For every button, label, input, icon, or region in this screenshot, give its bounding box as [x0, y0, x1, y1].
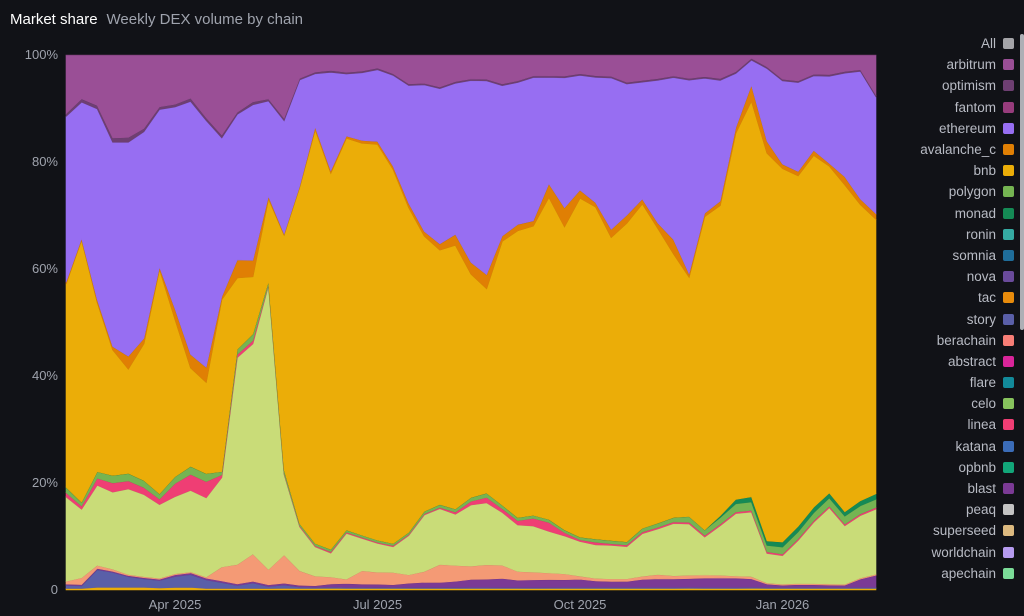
legend-swatch-icon [1003, 334, 1014, 346]
legend-label: tac [977, 290, 996, 306]
legend-swatch-icon [1003, 292, 1014, 304]
legend-item-linea[interactable]: linea [880, 414, 1014, 435]
legend-item-optimism[interactable]: optimism [880, 75, 1014, 96]
legend-swatch-icon [1003, 546, 1014, 558]
legend-swatch-icon [1003, 228, 1014, 240]
legend-item-worldchain[interactable]: worldchain [880, 542, 1014, 563]
legend-item-arbitrum[interactable]: arbitrum [880, 54, 1014, 75]
legend-swatch-icon [1003, 461, 1014, 473]
legend-swatch-icon [1003, 80, 1014, 92]
legend-item-abstract[interactable]: abstract [880, 351, 1014, 372]
y-tick-label: 20% [31, 475, 58, 490]
legend-scrollbar[interactable] [1020, 34, 1024, 330]
legend-label: bnb [973, 163, 996, 179]
legend-swatch-icon [1003, 207, 1014, 219]
legend-label: ronin [965, 226, 996, 242]
legend-label: katana [955, 438, 996, 454]
legend-item-polygon[interactable]: polygon [880, 181, 1014, 202]
legend-item-flare[interactable]: flare [880, 372, 1014, 393]
legend-label: monad [954, 205, 996, 221]
legend-item-avalanche_c[interactable]: avalanche_c [880, 139, 1014, 160]
legend-swatch-icon [1003, 38, 1014, 50]
legend-swatch-icon [1003, 355, 1014, 367]
legend-swatch-icon [1003, 504, 1014, 516]
legend-swatch-icon [1003, 249, 1014, 261]
legend-swatch-icon [1003, 440, 1014, 452]
legend-item-somnia[interactable]: somnia [880, 245, 1014, 266]
legend-item-berachain[interactable]: berachain [880, 330, 1014, 351]
legend-label: fantom [954, 99, 996, 115]
legend-swatch-icon [1003, 377, 1014, 389]
legend-item-celo[interactable]: celo [880, 393, 1014, 414]
y-tick-label: 100% [24, 47, 58, 62]
y-tick-label: 80% [31, 154, 58, 169]
legend-swatch-icon [1003, 122, 1014, 134]
legend-label: story [966, 311, 996, 327]
legend-swatch-icon [1003, 59, 1014, 71]
legend-label: abstract [947, 353, 996, 369]
legend-item-opbnb[interactable]: opbnb [880, 457, 1014, 478]
legend-label: optimism [941, 78, 996, 94]
x-tick-label: Apr 2025 [148, 597, 202, 612]
legend-label: berachain [936, 332, 996, 348]
legend-item-peaq[interactable]: peaq [880, 499, 1014, 520]
legend-item-All[interactable]: All [880, 33, 1014, 54]
area-arbitrum[interactable] [65, 54, 877, 139]
legend-item-apechain[interactable]: apechain [880, 563, 1014, 584]
legend-label: worldchain [931, 544, 996, 560]
legend-label: somnia [952, 247, 996, 263]
legend-label: opbnb [958, 459, 996, 475]
legend-label: blast [967, 481, 996, 497]
legend-swatch-icon [1003, 165, 1014, 177]
legend-swatch-icon [1003, 313, 1014, 325]
panel-header: Market share Weekly DEX volume by chain [10, 11, 303, 28]
legend-label: arbitrum [946, 57, 996, 73]
legend-item-ethereum[interactable]: ethereum [880, 118, 1014, 139]
legend-label: apechain [941, 565, 996, 581]
panel-title: Market share [10, 11, 98, 28]
legend-label: peaq [965, 502, 996, 518]
legend-swatch-icon [1003, 398, 1014, 410]
legend-swatch-icon [1003, 419, 1014, 431]
y-tick-label: 60% [31, 261, 58, 276]
legend-label: flare [969, 375, 996, 391]
legend-swatch-icon [1003, 271, 1014, 283]
legend: All arbitrum optimism fantom ethereum avalanc… [880, 33, 1014, 584]
x-tick-label: Jul 2025 [352, 597, 403, 612]
y-tick-label: 40% [31, 368, 58, 383]
panel-subtitle: Weekly DEX volume by chain [106, 11, 304, 28]
legend-label: avalanche_c [920, 142, 996, 158]
legend-label: superseed [932, 523, 996, 539]
legend-item-bnb[interactable]: bnb [880, 160, 1014, 181]
legend-label: celo [971, 396, 996, 412]
x-tick-label: Jan 2026 [755, 597, 810, 612]
legend-swatch-icon [1003, 101, 1014, 113]
stacked-area-plot[interactable] [0, 0, 900, 616]
legend-item-monad[interactable]: monad [880, 203, 1014, 224]
legend-swatch-icon [1003, 186, 1014, 198]
legend-swatch-icon [1003, 567, 1014, 579]
legend-label: polygon [948, 184, 996, 200]
legend-item-nova[interactable]: nova [880, 266, 1014, 287]
legend-label: ethereum [938, 120, 996, 136]
legend-label: linea [967, 417, 996, 433]
legend-item-ronin[interactable]: ronin [880, 224, 1014, 245]
legend-item-blast[interactable]: blast [880, 478, 1014, 499]
legend-label: nova [966, 269, 996, 285]
legend-swatch-icon [1003, 483, 1014, 495]
legend-item-fantom[interactable]: fantom [880, 97, 1014, 118]
legend-item-katana[interactable]: katana [880, 436, 1014, 457]
legend-item-tac[interactable]: tac [880, 287, 1014, 308]
legend-swatch-icon [1003, 525, 1014, 537]
legend-item-superseed[interactable]: superseed [880, 520, 1014, 541]
x-tick-label: Oct 2025 [553, 597, 607, 612]
legend-item-story[interactable]: story [880, 308, 1014, 329]
legend-swatch-icon [1003, 144, 1014, 156]
legend-label: All [980, 36, 996, 52]
y-tick-label: 0 [50, 582, 58, 597]
